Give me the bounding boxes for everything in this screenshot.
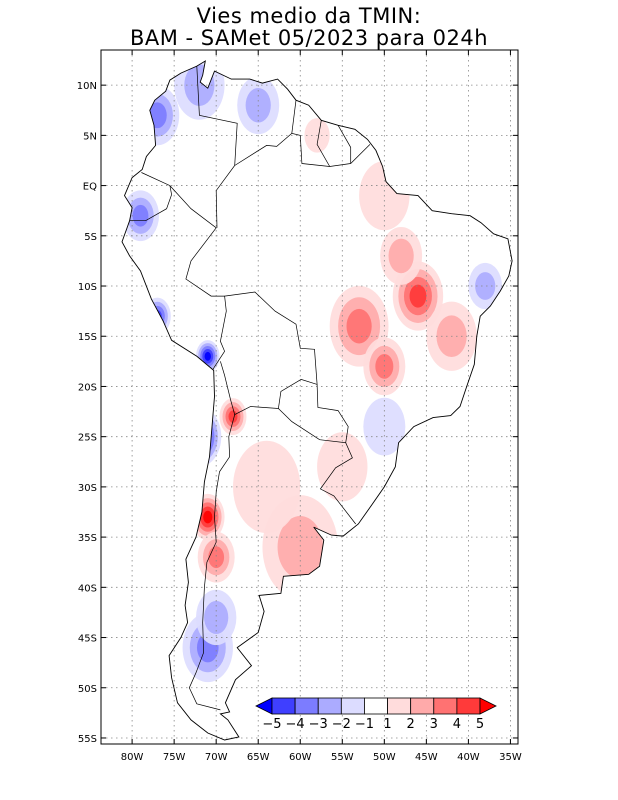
colorbar-label: 1 [383,717,391,732]
colorbar-label: −5 [262,717,281,732]
lon-tick-label: 75W [163,752,186,763]
lat-tick-label: 45S [78,634,97,645]
colorbar-label: 4 [453,717,461,732]
colorbar-bin [387,697,412,715]
colorbar-bin [317,697,342,715]
lat-tick-label: 15S [78,332,97,343]
lat-tick-label: 40S [78,583,97,594]
colorbar-label: 3 [430,717,438,732]
lat-tick-label: 20S [78,382,97,393]
lon-tick-label: 65W [247,752,270,763]
colorbar-bin [294,697,319,715]
colorbar-label: −3 [309,717,328,732]
lon-tick-label: 45W [415,752,438,763]
coastline-and-borders [121,60,513,741]
country-border [234,133,293,166]
colorbar-label: −2 [332,717,351,732]
country-border [319,442,356,525]
colorbar-bin [271,697,296,715]
country-border [337,125,352,164]
bias-anomaly-10 [219,398,247,436]
lon-tick-label: 60W [289,752,312,763]
colorbar-bin [364,697,388,715]
colorbar-label: −1 [355,717,374,732]
country-border [278,384,349,444]
lat-tick-label: EQ [83,182,97,193]
colorbar-label: 2 [407,717,415,732]
country-border [129,172,172,222]
lon-tick-label: 70W [205,752,228,763]
lat-tick-label: 10S [78,282,97,293]
bias-anomaly-20 [317,432,368,502]
bias-anomaly-22 [363,397,406,456]
colorbar-bin [456,697,481,715]
map-title-line-1: Vies medio da TMIN: [196,4,422,28]
colorbar-label: −4 [286,717,305,732]
axis-ticks: 10N 5N EQ 5S 10S 15S 20S 25S 30S 35S 40S 45S 50S 55S 8… [77,50,522,763]
map-title-line-2: BAM - SAMet 05/2023 para 024h [129,26,489,50]
lon-tick-label: 50W [373,752,396,763]
country-border [220,291,318,416]
bias-anomaly-11 [197,531,235,583]
lat-tick-label: 5S [84,232,97,243]
bias-anomaly-18 [380,226,423,285]
lat-tick-label: 50S [78,684,97,695]
plot-frame [100,49,519,745]
bias-anomaly-8 [195,589,237,646]
country-border [188,414,236,711]
lat-tick-label: 55S [78,734,97,745]
bias-anomaly-3 [122,190,160,242]
colorbar-label: 5 [476,717,484,732]
colorbar-max-arrow [479,697,497,715]
graticule [101,50,518,744]
lat-tick-label: 10N [77,81,97,92]
lat-tick-label: 5N [83,131,97,142]
lon-tick-label: 80W [121,752,144,763]
lon-tick-label: 35W [499,752,522,763]
country-border [169,185,227,370]
bias-anomaly-1 [195,340,220,373]
lat-tick-label: 35S [78,533,97,544]
colorbar-bin [410,697,435,715]
lat-tick-label: 30S [78,483,97,494]
colorbar: −5 −4 −3 −2 −1 1 2 3 4 5 [255,697,497,732]
bias-anomaly-21 [468,262,503,310]
lon-tick-label: 40W [457,752,480,763]
country-border [316,120,331,167]
colorbar-bin [340,697,365,715]
lon-tick-label: 55W [331,752,354,763]
colorbar-bin [433,697,458,715]
country-border [196,66,238,228]
lat-tick-label: 25S [78,433,97,444]
